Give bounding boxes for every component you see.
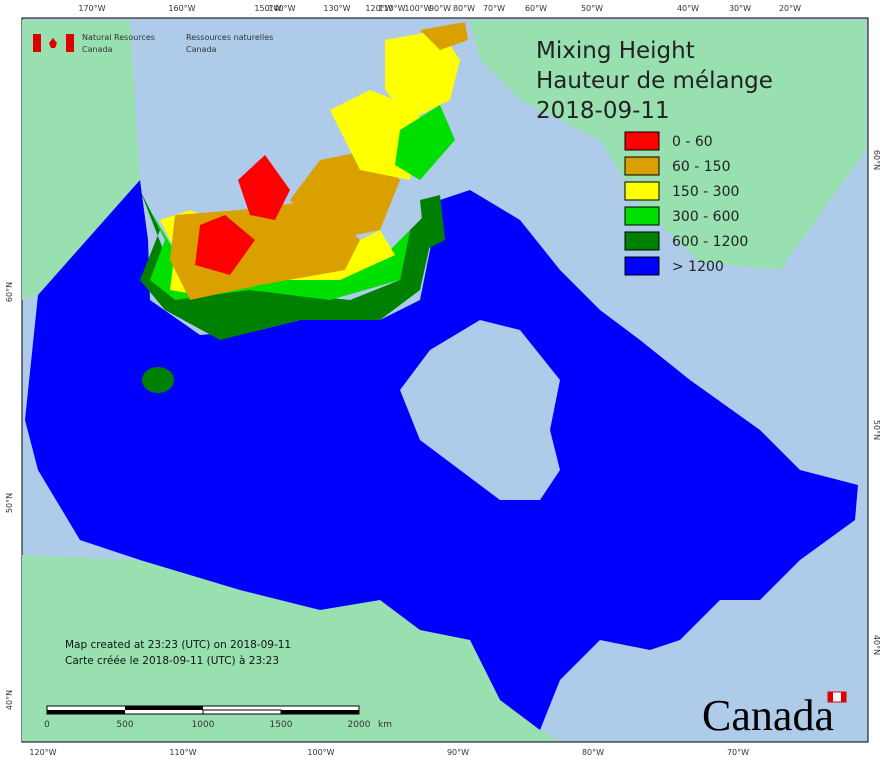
longitude-label: 90°W — [447, 748, 469, 757]
longitude-label: 70°W — [727, 748, 749, 757]
agency-fr: Canada — [186, 45, 217, 54]
title: Mixing Height — [536, 38, 695, 64]
legend-label: 300 - 600 — [672, 209, 739, 225]
scale-label: 1500 — [270, 720, 293, 730]
latitude-label: 60°N — [872, 150, 880, 170]
scale-unit: km — [378, 720, 392, 730]
longitude-label: 170°W — [78, 4, 105, 13]
longitude-label: 50°W — [581, 4, 603, 13]
longitude-label: 140°W — [268, 4, 295, 13]
legend-label: 60 - 150 — [672, 159, 731, 175]
latitude-label: 40°N — [872, 635, 880, 655]
logo: Natural Resources Canada Ressources natu… — [33, 33, 273, 54]
wordmark: Canada — [702, 691, 834, 740]
agency-en: Natural Resources — [82, 33, 155, 42]
legend-swatch — [624, 131, 660, 151]
longitude-label: 80°W — [453, 4, 475, 13]
longitude-label: 110°W — [378, 4, 405, 13]
legend-swatch — [624, 256, 660, 276]
scale-bar — [46, 705, 360, 715]
scale-labels: 0 500 1000 1500 2000 km — [44, 720, 392, 730]
longitude-label: 130°W — [323, 4, 350, 13]
latitude-label: 40°N — [5, 690, 14, 710]
legend-label: 600 - 1200 — [672, 234, 748, 250]
longitude-label: 40°W — [677, 4, 699, 13]
longitude-label: 30°W — [729, 4, 751, 13]
longitude-label: 110°W — [169, 748, 196, 757]
longitude-label: 160°W — [168, 4, 195, 13]
legend-label: > 1200 — [672, 259, 724, 275]
title: Hauteur de mélange — [536, 68, 773, 94]
agency-en: Canada — [82, 45, 113, 54]
longitude-label: 100°W — [404, 4, 431, 13]
longitude-label: 120°W — [365, 4, 392, 13]
longitude-label: 60°W — [525, 4, 547, 13]
longitude-label: 20°W — [779, 4, 801, 13]
latitude-label: 60°N — [5, 282, 14, 302]
scale-label: 1000 — [192, 720, 215, 730]
legend-swatch — [624, 206, 660, 226]
longitude-label: 80°W — [582, 748, 604, 757]
legend-swatch — [624, 156, 660, 176]
scale-label: 2000 — [348, 720, 371, 730]
agency-fr: Ressources naturelles — [186, 33, 273, 42]
legend-swatch — [624, 181, 660, 201]
legend: 0 - 60 60 - 150 150 - 300 300 - 600 600 - 12… — [624, 131, 748, 276]
scale-label: 500 — [116, 720, 133, 730]
longitude-label: 120°W — [29, 748, 56, 757]
legend-label: 0 - 60 — [672, 134, 713, 150]
longitude-label: 100°W — [307, 748, 334, 757]
created-note: Carte créée le 2018-09-11 (UTC) à 23:23 — [65, 655, 279, 667]
land — [22, 20, 866, 741]
longitude-label: 90°W — [429, 4, 451, 13]
legend-swatch — [624, 231, 660, 251]
longitude-label: 150°W — [254, 4, 281, 13]
title: 2018-09-11 — [536, 98, 670, 124]
latitude-label: 50°N — [872, 420, 880, 440]
scale-label: 0 — [44, 720, 50, 730]
longitude-label: 70°W — [483, 4, 505, 13]
created-note: Map created at 23:23 (UTC) on 2018-09-11 — [65, 639, 291, 651]
latitude-label: 50°N — [5, 493, 14, 513]
legend-label: 150 - 300 — [672, 184, 739, 200]
